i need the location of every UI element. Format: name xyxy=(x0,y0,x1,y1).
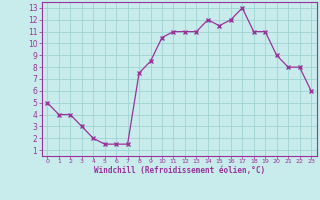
X-axis label: Windchill (Refroidissement éolien,°C): Windchill (Refroidissement éolien,°C) xyxy=(94,166,265,175)
